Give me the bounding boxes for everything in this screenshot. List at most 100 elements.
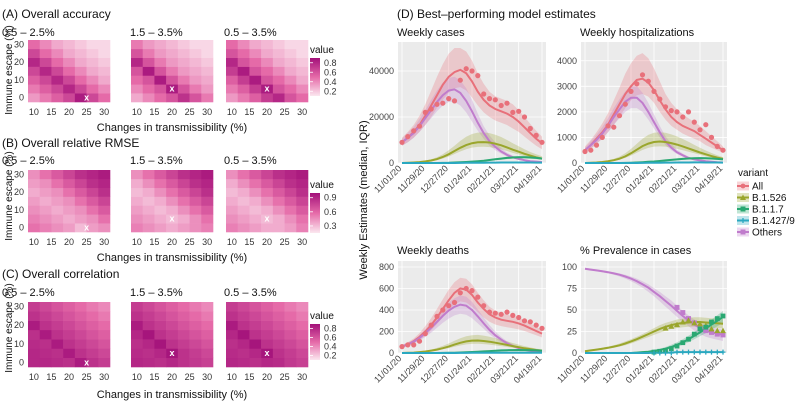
heatmap-cell	[39, 57, 52, 67]
point-Others	[674, 304, 680, 310]
heatmap-cell	[272, 205, 285, 215]
point-All	[463, 66, 469, 72]
heatmap-cell	[142, 205, 155, 215]
heatmap-cell	[131, 223, 144, 233]
best-model-marker: x	[84, 223, 89, 233]
panel-c-title: (C) Overall correlation	[2, 267, 119, 281]
heatmap-cell	[51, 348, 64, 359]
x-tick-label: 15	[149, 237, 159, 247]
heatmap-cell	[39, 205, 52, 215]
heatmap-cell	[296, 75, 309, 85]
heatmap-cell	[177, 302, 190, 312]
point-All	[422, 331, 428, 337]
heatmap-cell	[63, 320, 76, 331]
point-All	[457, 290, 463, 296]
point-B-1-1-7	[703, 324, 709, 330]
heatmap-cell	[201, 311, 214, 321]
point-All	[697, 127, 703, 133]
heatmap-cell	[189, 57, 202, 67]
heatmap-cell	[272, 320, 285, 331]
point-All	[533, 322, 539, 328]
line-B-1-526	[584, 140, 724, 164]
point-All	[440, 100, 446, 106]
legend-tick-label: 0.8	[324, 58, 337, 68]
heatmap-cell	[86, 320, 99, 331]
heatmap-cell	[51, 170, 64, 180]
legend-tick-label: 0.3	[324, 221, 337, 231]
heatmap-cell	[28, 339, 41, 349]
heatmap-cell	[86, 57, 99, 67]
heatmap-cell	[74, 302, 87, 312]
ribbon-B-1-526	[402, 132, 542, 163]
heatmap-cell	[261, 302, 274, 312]
point-B-1-427-9	[709, 349, 714, 355]
point-B-1-1-7	[691, 331, 697, 337]
heatmap-cell	[166, 302, 179, 312]
heatmap-cell	[201, 93, 214, 103]
heatmap-cell	[166, 66, 179, 76]
heatmap-cell	[51, 302, 64, 312]
heatmap-cell	[63, 329, 76, 340]
point-All	[481, 303, 487, 309]
point-All	[451, 98, 458, 104]
heatmap-cell	[51, 75, 64, 85]
heatmap-cell	[131, 40, 144, 50]
point-B-1-427-9	[663, 350, 668, 356]
point-All	[616, 113, 623, 119]
heatmap-cell	[201, 339, 214, 349]
heatmap-cell	[154, 170, 167, 180]
heatmap-cell	[249, 357, 262, 368]
heatmap-cell	[98, 339, 111, 349]
point-B-1-526	[708, 325, 715, 332]
heatmap-cell	[284, 170, 297, 180]
heatmap-cell	[142, 75, 155, 85]
heatmap-cell	[177, 357, 190, 368]
heatmap-cell	[142, 93, 155, 103]
heatmap-cell	[28, 40, 41, 50]
heatmap-cell	[142, 66, 155, 76]
heatmap-cell	[166, 320, 179, 331]
heatmap-cell	[261, 66, 274, 76]
heatmap-cell	[142, 320, 155, 331]
heatmap-cell	[98, 223, 111, 233]
point-B-1-526	[720, 327, 726, 334]
y-tick-label: 100	[562, 262, 577, 272]
point-All	[469, 288, 475, 294]
heatmap-cell	[39, 302, 52, 312]
heatmap-cell	[86, 75, 99, 85]
point-All	[674, 109, 680, 115]
heatmap-cell	[189, 48, 202, 59]
heatmap-cell	[166, 205, 179, 215]
subplot-cases-title: Weekly cases	[397, 27, 465, 39]
heatmap-cell	[284, 178, 297, 189]
ribbon-B-1-526	[585, 317, 723, 353]
panel-c-subtitle-1: 0.5 – 2.5%	[2, 287, 55, 299]
heatmap-cell	[154, 348, 167, 359]
point-B-1-1-7	[697, 326, 703, 332]
heatmap-cell	[261, 84, 274, 94]
heatmap-cell	[63, 339, 76, 349]
heatmap-cell	[131, 311, 144, 321]
best-model-marker: x	[84, 93, 89, 103]
point-All	[611, 124, 617, 130]
point-All	[582, 148, 588, 155]
heatmap-cell	[261, 339, 274, 349]
panel-b-title: (B) Overall relative RMSE	[2, 136, 139, 150]
heatmap-cell	[63, 311, 76, 321]
heatmap-cell	[39, 320, 52, 331]
x-tick-label: 30	[99, 372, 109, 382]
heatmap-cell	[284, 311, 297, 321]
heatmap-cell	[63, 170, 76, 180]
heatmap-cell	[86, 214, 99, 224]
heatmap-cell	[189, 214, 202, 224]
point-All	[680, 114, 686, 120]
heatmap-cell	[131, 75, 144, 85]
heatmap-cell	[296, 187, 309, 197]
panel-c-legend-title: value	[310, 311, 334, 322]
heatmap-cell	[131, 93, 144, 103]
heatmap-cell	[98, 311, 111, 321]
heatmap-cell	[39, 170, 52, 180]
heatmap-cell	[177, 40, 190, 50]
panel-c-subtitle-3: 0.5 – 3.5%	[224, 287, 277, 299]
heatmap-cell	[74, 66, 87, 76]
